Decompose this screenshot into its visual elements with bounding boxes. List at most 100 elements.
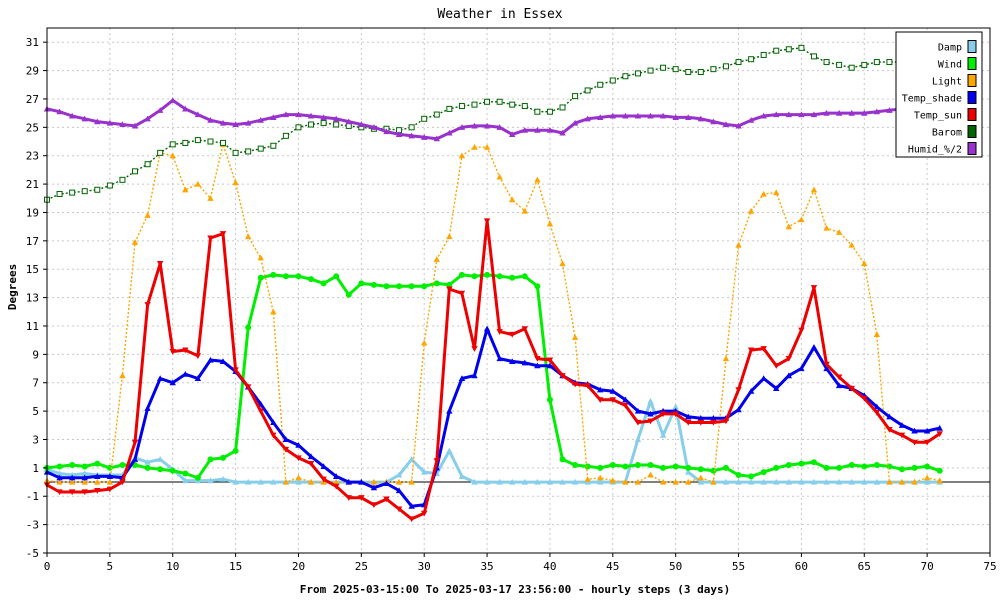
data-point: [823, 224, 830, 231]
data-point: [848, 462, 855, 469]
data-point: [672, 114, 679, 120]
data-point: [496, 355, 503, 362]
legend-label: Humid_%/2: [908, 145, 962, 156]
legend-label: Light: [932, 77, 962, 88]
data-point: [458, 271, 465, 278]
data-point: [861, 260, 868, 267]
data-point: [81, 115, 88, 122]
series-humid-2: [43, 97, 943, 142]
data-point: [798, 478, 805, 485]
data-point: [597, 397, 604, 403]
data-point: [156, 107, 164, 113]
data-point: [911, 439, 918, 446]
data-point: [245, 148, 252, 155]
y-tick-label: 11: [26, 320, 39, 333]
data-point: [471, 478, 478, 485]
data-point: [458, 375, 466, 382]
legend-label: Wind: [938, 60, 962, 71]
data-point: [861, 109, 868, 116]
data-point: [119, 121, 126, 128]
data-point: [408, 502, 415, 509]
data-point: [923, 474, 931, 481]
data-point: [446, 105, 453, 112]
data-point: [458, 103, 465, 110]
data-point: [760, 190, 767, 197]
data-point: [873, 462, 880, 469]
data-point: [685, 68, 692, 75]
data-point: [747, 388, 755, 394]
data-point: [647, 397, 654, 404]
data-point: [471, 346, 478, 352]
data-point: [697, 419, 705, 426]
data-point: [622, 73, 629, 80]
data-point: [760, 375, 767, 382]
data-point: [597, 81, 604, 88]
data-point: [320, 120, 327, 127]
data-point: [81, 474, 88, 481]
data-point: [56, 108, 63, 115]
data-point: [458, 290, 466, 297]
data-point: [559, 478, 566, 485]
data-point: [119, 176, 126, 183]
data-point: [182, 347, 189, 354]
data-point: [861, 395, 868, 402]
data-point: [773, 464, 780, 471]
data-point: [936, 424, 943, 431]
data-point: [244, 384, 252, 391]
data-point: [597, 386, 604, 393]
legend-swatch: [967, 57, 977, 70]
data-point: [685, 413, 692, 420]
data-point: [747, 207, 755, 214]
data-point: [56, 470, 63, 477]
data-point: [848, 109, 855, 116]
data-point: [722, 63, 729, 70]
data-point: [710, 66, 717, 73]
data-point: [219, 476, 227, 482]
data-point: [647, 471, 654, 478]
data-point: [232, 367, 239, 374]
data-point: [207, 477, 214, 484]
data-point: [810, 186, 818, 193]
data-point: [232, 149, 239, 156]
data-point: [823, 365, 830, 372]
data-point: [685, 114, 692, 120]
data-point: [194, 375, 202, 382]
x-tick-label: 75: [983, 560, 996, 573]
data-point: [534, 478, 541, 485]
series-line: [46, 143, 940, 483]
data-point: [785, 46, 792, 53]
x-tick-label: 15: [229, 560, 242, 573]
y-tick-label: 15: [26, 263, 39, 276]
data-point: [257, 274, 264, 281]
data-point: [345, 118, 352, 125]
data-point: [785, 372, 793, 379]
data-point: [458, 473, 466, 479]
data-point: [395, 487, 403, 494]
data-point: [659, 432, 667, 438]
data-point: [270, 271, 277, 278]
y-tick-label: 5: [32, 405, 39, 418]
data-point: [295, 478, 302, 485]
data-point: [571, 334, 579, 340]
data-point: [94, 478, 101, 485]
data-point: [823, 109, 830, 116]
data-point: [785, 356, 793, 362]
data-point: [396, 283, 403, 290]
data-point: [194, 180, 202, 187]
data-point: [282, 446, 290, 453]
data-point: [421, 339, 428, 346]
data-point: [370, 281, 377, 288]
data-point: [521, 478, 528, 485]
data-point: [810, 478, 818, 485]
data-point: [622, 463, 629, 470]
data-point: [295, 441, 302, 448]
data-point: [923, 478, 931, 485]
y-axis-label: Degrees: [6, 264, 19, 310]
x-axis-label: From 2025-03-15:00 To 2025-03-17 23:56:0…: [300, 583, 730, 596]
data-point: [609, 388, 616, 394]
data-point: [496, 173, 503, 180]
data-point: [282, 478, 290, 485]
data-point: [697, 415, 705, 421]
x-axis: 0 5 10 15 20 25 30 35 40 45 50 55 60 65 70 75: [44, 553, 997, 573]
